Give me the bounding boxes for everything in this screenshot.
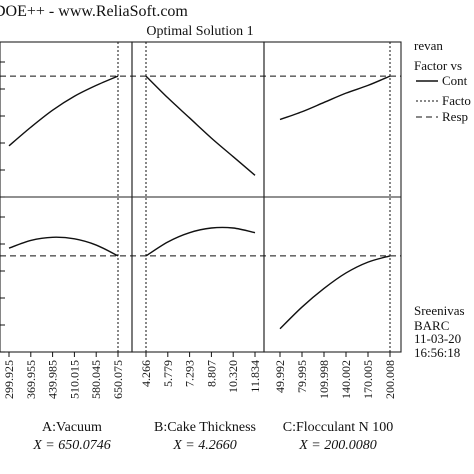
x-tick-label: 369.955	[24, 360, 38, 399]
legend: revan Factor vs Cont Facto Resp	[414, 38, 471, 124]
plot-title: Optimal Solution 1	[146, 24, 253, 39]
info-org: BARC	[414, 318, 449, 333]
x-tick-label: 49.992	[273, 360, 287, 393]
chart-layer: 299.925 369.955 439.985 510.015 580.045 650.0…	[0, 42, 401, 399]
x-tick-label: 79.995	[295, 360, 309, 393]
curve-lower-factor-2	[145, 226, 256, 257]
x-tick-label: 299.925	[2, 360, 16, 399]
plot-frames	[0, 41, 402, 353]
x-tick-label: 109.998	[317, 360, 331, 399]
info-date: 11-03-20	[414, 331, 461, 346]
legend-response-name: revan	[414, 38, 443, 53]
x-tick-label: 170.005	[361, 360, 375, 399]
x-tick-label: 650.075	[111, 360, 125, 399]
optimum-label-b: X = 4.2660	[172, 438, 237, 453]
x-tick-label: 200.008	[383, 360, 397, 399]
legend-heading: Factor vs	[414, 58, 462, 73]
curve-lower-factor-3	[279, 255, 391, 330]
factor-name-b: B:Cake Thickness	[154, 420, 256, 435]
legend-item-facto: Facto	[442, 93, 471, 108]
factor-name-a: A:Vacuum	[42, 420, 102, 435]
factor-name-c: C:Flocculant N 100	[283, 420, 393, 435]
optimum-label-a: X = 650.0746	[32, 438, 111, 453]
run-info: Sreenivas BARC 11-03-20 16:56:18	[414, 303, 465, 360]
curve-upper-factor-3	[279, 75, 391, 121]
x-tick-label: 10.320	[226, 360, 240, 393]
curve-upper-factor-1	[8, 75, 119, 147]
x-tick-label: 439.985	[46, 360, 60, 399]
optimum-label-c: X = 200.0080	[298, 438, 377, 453]
x-tick-label: 510.015	[67, 360, 81, 399]
x-tick-label: 11.834	[248, 360, 262, 393]
x-tick-label: 7.293	[183, 360, 197, 387]
info-time: 16:56:18	[414, 345, 460, 360]
app-title: DOE++ - www.ReliaSoft.com	[0, 3, 188, 20]
curve-upper-factor-2	[145, 75, 256, 176]
curve-lower-factor-1	[8, 236, 119, 257]
x-tick-label: 580.045	[89, 360, 103, 399]
info-user: Sreenivas	[414, 303, 465, 318]
x-tick-label: 4.266	[139, 360, 153, 387]
legend-item-cont: Cont	[442, 73, 468, 88]
legend-item-resp: Resp	[442, 109, 468, 124]
x-tick-label: 5.779	[161, 360, 175, 387]
x-tick-label: 8.807	[204, 360, 218, 387]
x-tick-label: 140.002	[339, 360, 353, 399]
